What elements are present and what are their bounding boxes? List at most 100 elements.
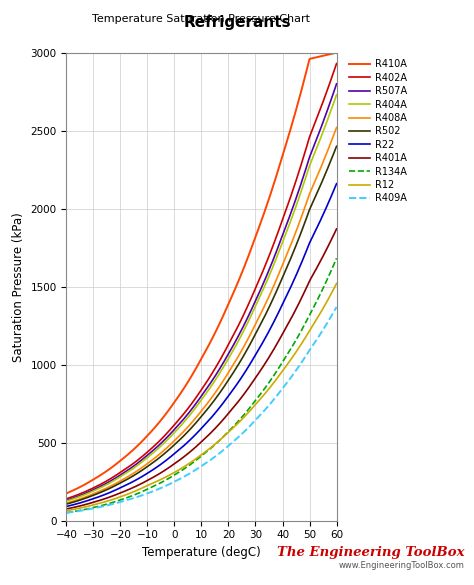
Line: R404A: R404A	[66, 95, 337, 501]
R410A	[224, 303, 230, 310]
Line: R134A: R134A	[66, 258, 337, 512]
R12	[64, 507, 70, 514]
Line: R401A: R401A	[66, 229, 337, 509]
X-axis label: Temperature (degC): Temperature (degC)	[142, 546, 261, 559]
R502	[229, 371, 235, 378]
R404A	[64, 498, 69, 505]
R401A	[64, 505, 69, 512]
R409A	[223, 444, 229, 451]
R409A	[64, 510, 69, 517]
R409A	[229, 439, 235, 446]
R12	[291, 352, 297, 359]
R507A	[224, 353, 230, 360]
Line: R408A: R408A	[66, 128, 337, 503]
Text: www.EngineeringToolBox.com: www.EngineeringToolBox.com	[338, 562, 465, 570]
Line: R410A: R410A	[66, 53, 337, 493]
Line: R402A: R402A	[66, 64, 337, 499]
R404A	[223, 359, 229, 366]
R507A	[291, 201, 297, 208]
R22	[224, 394, 230, 401]
R134A	[64, 509, 70, 516]
R12	[224, 430, 230, 437]
R134A	[224, 429, 230, 436]
R401A	[229, 406, 235, 413]
Legend: R410A, R402A, R507A, R404A, R408A, R502, R22, R401A, R134A, R12, R409A: R410A, R402A, R507A, R404A, R408A, R502,…	[347, 57, 409, 205]
R507A	[64, 497, 69, 504]
R408A	[224, 371, 230, 378]
R404A	[224, 357, 230, 364]
Line: R507A: R507A	[66, 84, 337, 500]
R410A	[309, 55, 314, 62]
Line: R22: R22	[66, 184, 337, 507]
Line: R502: R502	[66, 146, 337, 504]
R404A	[229, 349, 235, 356]
R12	[229, 426, 235, 433]
R22	[309, 236, 314, 243]
R507A	[309, 149, 314, 156]
R507A	[229, 345, 235, 352]
R402A	[224, 343, 230, 350]
R402A	[64, 495, 69, 503]
R404A	[334, 91, 339, 98]
Y-axis label: Saturation Pressure (kPa): Saturation Pressure (kPa)	[12, 212, 25, 362]
R502	[64, 501, 69, 508]
R401A	[309, 274, 314, 281]
R404A	[309, 158, 314, 165]
R22	[334, 180, 339, 187]
R22	[223, 395, 229, 402]
R134A	[309, 308, 314, 315]
R404A	[64, 497, 70, 504]
R502	[224, 378, 230, 386]
R402A	[334, 60, 339, 67]
R22	[64, 503, 70, 510]
R410A	[64, 490, 69, 497]
R410A	[229, 293, 235, 300]
R502	[334, 143, 339, 150]
R401A	[291, 309, 297, 316]
R22	[229, 388, 235, 395]
R507A	[334, 80, 339, 87]
R409A	[334, 304, 339, 311]
R22	[64, 503, 69, 510]
R507A	[64, 497, 70, 504]
R410A	[334, 49, 339, 56]
R408A	[223, 373, 229, 380]
R507A	[223, 354, 229, 361]
Line: R409A: R409A	[66, 307, 337, 513]
R409A	[64, 509, 70, 516]
R402A	[291, 183, 297, 190]
R401A	[223, 412, 229, 419]
R402A	[223, 345, 229, 352]
R409A	[309, 344, 314, 351]
R12	[309, 325, 314, 332]
R134A	[291, 340, 297, 347]
R402A	[64, 495, 70, 502]
R502	[223, 380, 229, 387]
R401A	[224, 411, 230, 418]
R134A	[64, 509, 69, 516]
R402A	[309, 129, 314, 136]
R410A	[291, 113, 297, 121]
R401A	[64, 505, 70, 512]
R409A	[224, 443, 230, 450]
R502	[309, 202, 314, 209]
R502	[291, 247, 297, 254]
R12	[334, 280, 339, 287]
R408A	[64, 500, 69, 507]
R402A	[229, 335, 235, 342]
R408A	[309, 187, 314, 194]
R134A	[334, 254, 339, 261]
R410A	[223, 305, 229, 312]
Text: The Engineering ToolBox: The Engineering ToolBox	[277, 546, 465, 559]
R502	[64, 500, 70, 507]
R410A	[64, 490, 70, 497]
R409A	[291, 370, 297, 377]
R401A	[334, 225, 339, 232]
R408A	[291, 233, 297, 240]
R134A	[229, 425, 235, 432]
R408A	[64, 500, 70, 507]
R404A	[291, 208, 297, 215]
R408A	[334, 124, 339, 131]
R12	[64, 507, 69, 514]
Line: R12: R12	[66, 284, 337, 511]
